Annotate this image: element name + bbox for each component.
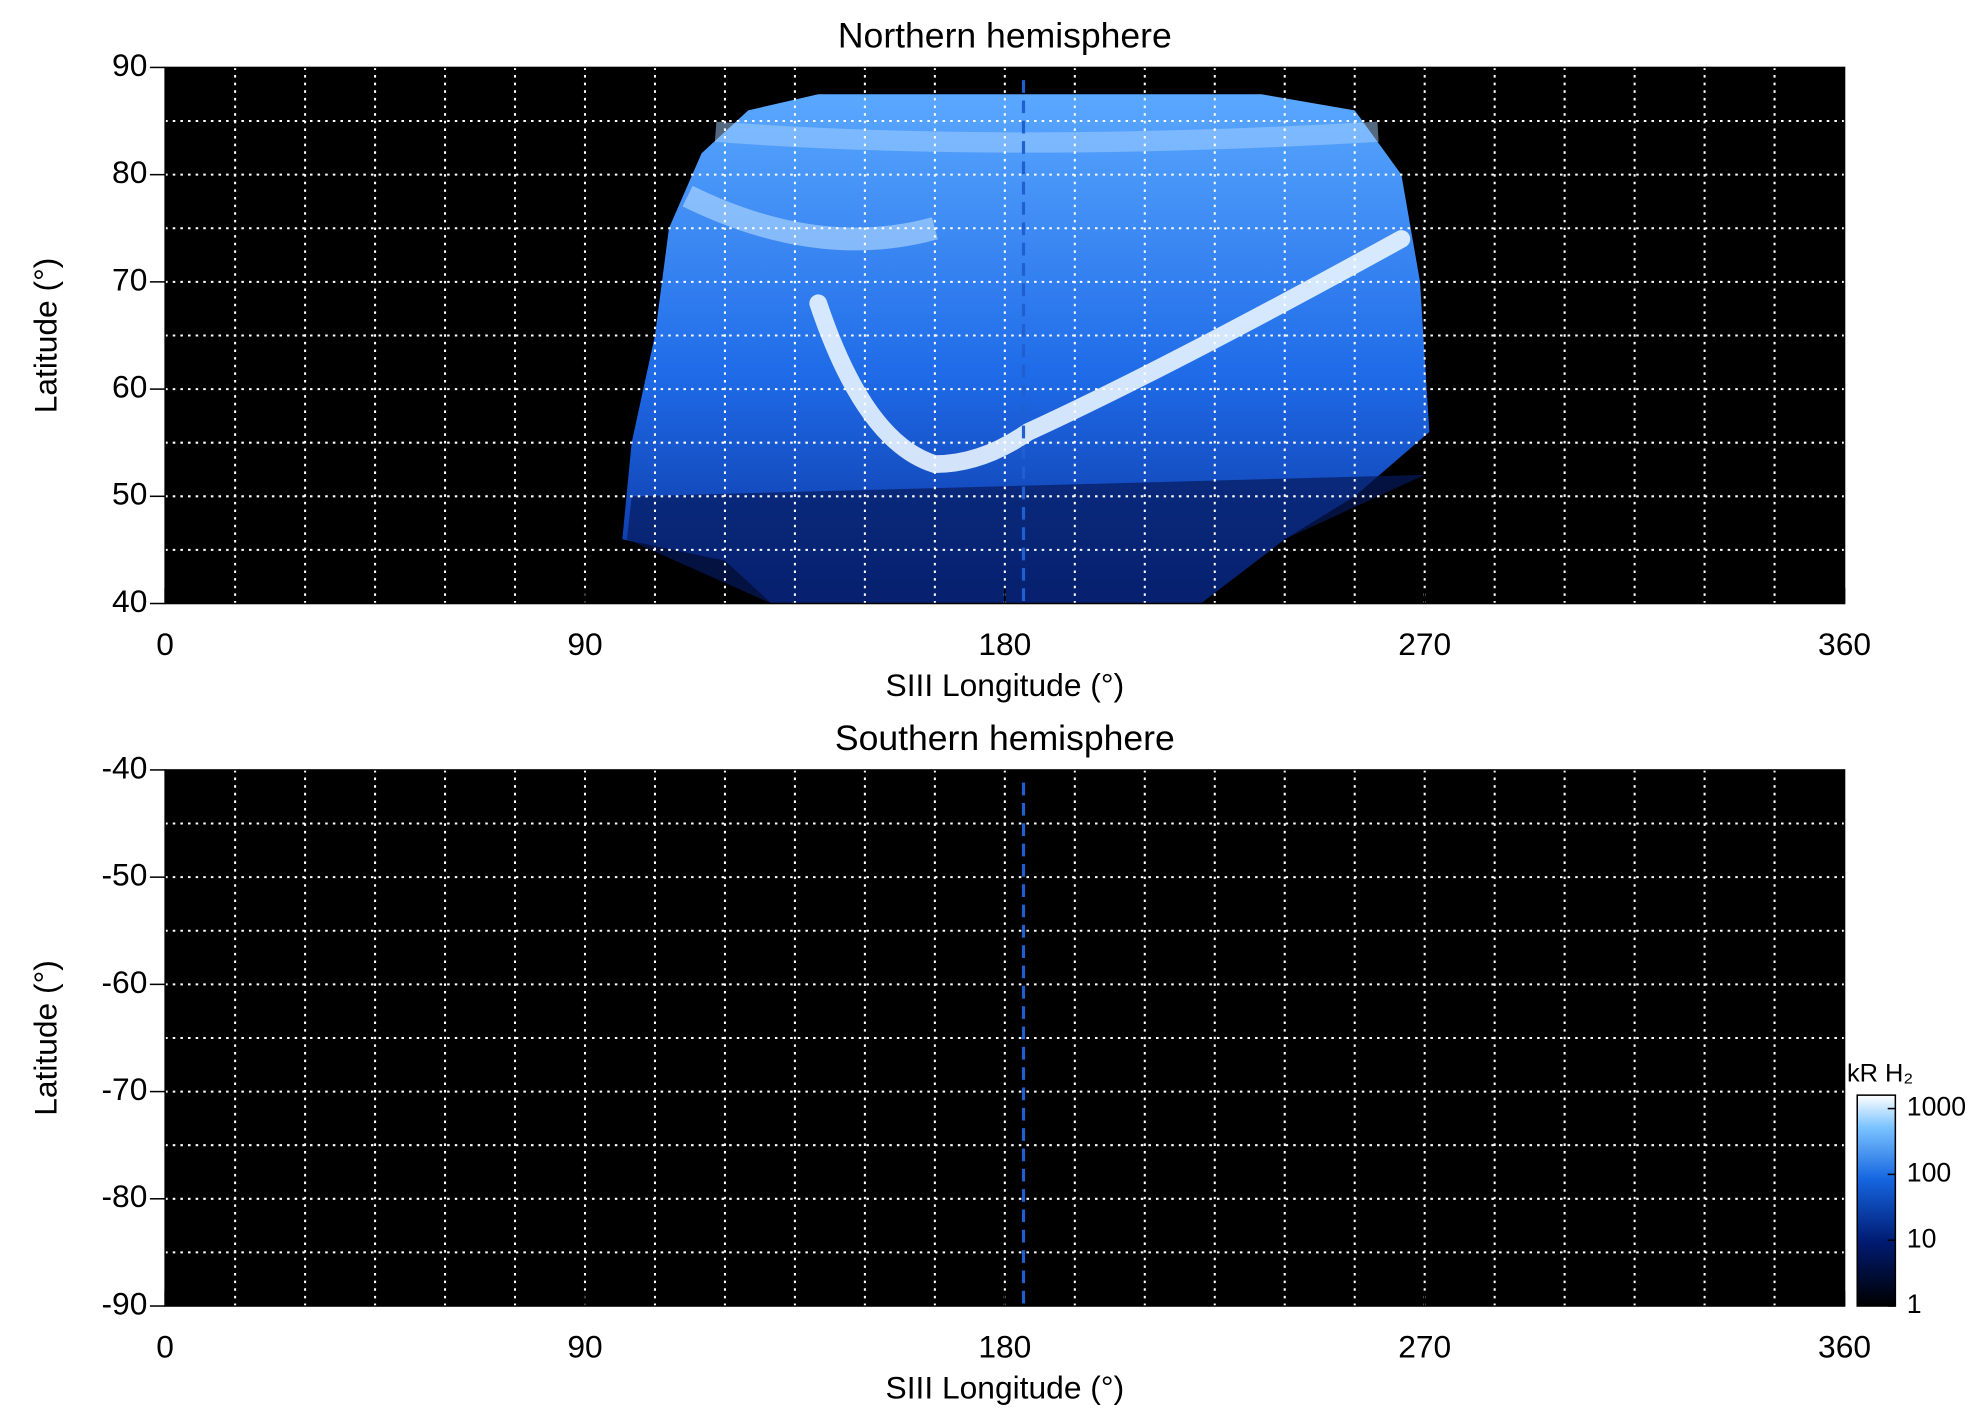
aurora-arc — [682, 185, 938, 251]
y-tick-label: -70 — [101, 1071, 147, 1107]
y-tick-label: 60 — [112, 368, 147, 404]
y-tick-label: 50 — [112, 476, 147, 512]
y-axis-label: Latitude (°) — [28, 960, 64, 1116]
x-tick-label: 0 — [156, 626, 174, 662]
y-tick-label: -60 — [101, 964, 147, 1000]
colorbar-tick-label: 1 — [1907, 1289, 1922, 1319]
y-tick-label: -40 — [101, 749, 147, 785]
x-tick-label: 360 — [1818, 1329, 1871, 1365]
x-tick-label: 180 — [978, 1329, 1031, 1365]
x-tick-label: 90 — [567, 626, 602, 662]
aurora-region — [622, 94, 1430, 604]
aurora-low — [626, 474, 1425, 604]
y-tick-label: 80 — [112, 154, 147, 190]
x-axis-label: SIII Longitude (°) — [886, 667, 1125, 703]
colorbar — [1856, 1094, 1897, 1307]
aurora-arc — [714, 121, 1379, 153]
y-tick-label: 90 — [112, 47, 147, 83]
colorbar-label: kR H₂ — [1847, 1060, 1913, 1088]
x-tick-label: 270 — [1398, 1329, 1451, 1365]
y-tick-label: 40 — [112, 583, 147, 619]
aurora-image — [622, 94, 1430, 604]
x-axis-label: SIII Longitude (°) — [886, 1369, 1125, 1405]
colorbar-tick-label: 100 — [1907, 1157, 1951, 1187]
y-tick-label: -80 — [101, 1178, 147, 1214]
x-tick-label: 90 — [567, 1329, 602, 1365]
x-tick-label: 0 — [156, 1329, 174, 1365]
x-tick-label: 360 — [1818, 626, 1871, 662]
chart-title: Southern hemisphere — [835, 718, 1175, 758]
chart-title: Northern hemisphere — [838, 16, 1172, 56]
y-tick-label: -50 — [101, 857, 147, 893]
x-tick-label: 180 — [978, 626, 1031, 662]
x-tick-label: 270 — [1398, 626, 1451, 662]
aurora-oval — [809, 230, 1411, 474]
colorbar-tick-label: 10 — [1907, 1223, 1937, 1253]
colorbar-tick-label: 1000 — [1907, 1092, 1966, 1122]
y-tick-label: 70 — [112, 261, 147, 297]
y-tick-label: -90 — [101, 1285, 147, 1321]
y-axis-label: Latitude (°) — [28, 258, 64, 414]
